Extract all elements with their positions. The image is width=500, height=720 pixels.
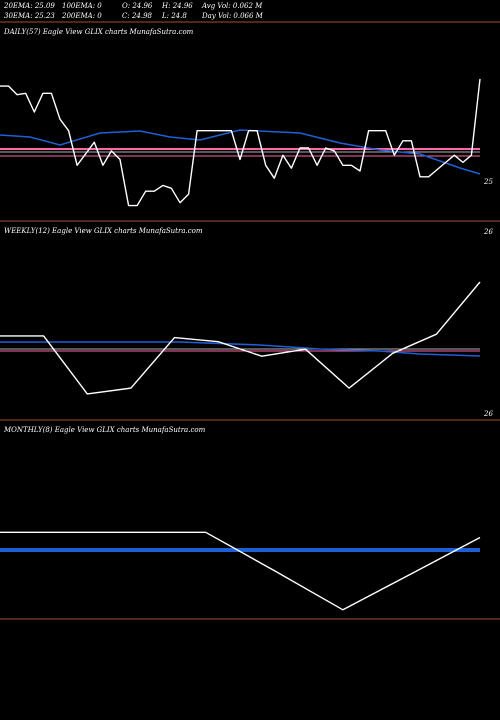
daily-ytick-26: 26 (484, 228, 493, 236)
ema30-label: 30EMA: 25.23 (4, 12, 55, 20)
daily-panel-title: DAILY(57) Eagle View GLIX charts MunafaS… (4, 28, 194, 36)
ema100-label: 100EMA: 0 (62, 2, 102, 10)
weekly-ytick-26: 26 (484, 410, 493, 418)
weekly-ema-curve (0, 341, 481, 357)
high-label: H: 24.96 (162, 2, 193, 10)
daily-ytick-25: 25 (484, 178, 493, 186)
low-label: L: 24.8 (162, 12, 187, 20)
ema200-label: 200EMA: 0 (62, 12, 102, 20)
avg-vol-label: Avg Vol: 0.062 M (202, 2, 263, 10)
daily-price-line (0, 78, 481, 207)
day-vol-label: Day Vol: 0.066 M (202, 12, 263, 20)
weekly-panel-title: WEEKLY(12) Eagle View GLIX charts Munafa… (4, 227, 203, 235)
close-label: C: 24.98 (122, 12, 152, 20)
daily-ema-curve (0, 129, 481, 175)
weekly-price-line (0, 281, 481, 395)
open-label: O: 24.96 (122, 2, 153, 10)
monthly-panel-title: MONTHLY(8) Eagle View GLIX charts Munafa… (4, 426, 206, 434)
ema20-label: 20EMA: 25.09 (4, 2, 55, 10)
monthly-price-line (0, 531, 481, 611)
